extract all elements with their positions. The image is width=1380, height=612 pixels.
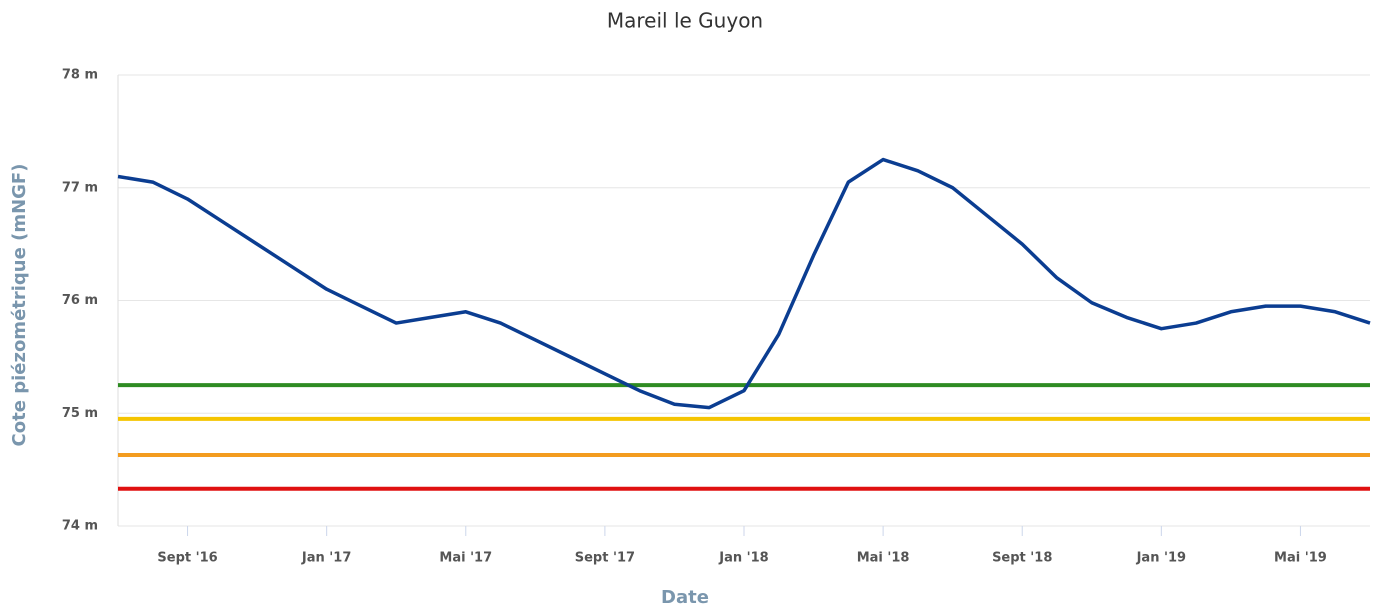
x-tick-label: Sept '18 [992, 551, 1052, 566]
y-axis-label: Cote piézométrique (mNGF) [9, 164, 30, 447]
x-tick-label: Jan '19 [1136, 551, 1186, 566]
x-axis-label: Date [661, 587, 709, 608]
chart-title: Mareil le Guyon [607, 9, 763, 33]
y-tick-label: 74 m [62, 519, 98, 534]
x-tick-label: Mai '19 [1274, 551, 1327, 566]
x-tick-label: Mai '17 [439, 551, 492, 566]
x-tick-label: Jan '17 [301, 551, 351, 566]
x-tick-label: Mai '18 [857, 551, 910, 566]
y-tick-label: 77 m [62, 180, 98, 195]
y-tick-label: 76 m [62, 293, 98, 308]
x-tick-label: Sept '16 [157, 551, 217, 566]
y-tick-label: 78 m [62, 68, 98, 83]
x-tick-label: Jan '18 [718, 551, 768, 566]
data-line [117, 157, 1371, 410]
x-tick-label: Sept '17 [575, 551, 635, 566]
y-tick-label: 75 m [62, 406, 98, 421]
